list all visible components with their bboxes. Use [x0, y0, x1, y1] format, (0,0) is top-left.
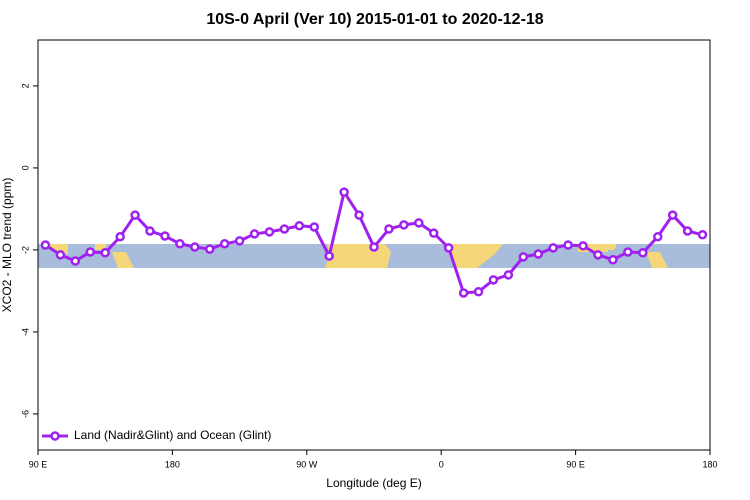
point	[682, 226, 693, 236]
point	[578, 241, 588, 251]
point	[593, 250, 603, 260]
point	[309, 222, 320, 232]
x-tick-label: 180	[702, 459, 717, 469]
point	[354, 210, 364, 220]
point	[219, 239, 230, 249]
point	[264, 227, 275, 237]
y-tick-label: 2	[20, 83, 30, 88]
x-axis-label: Longitude (deg E)	[326, 476, 421, 490]
point	[40, 240, 51, 250]
point	[638, 248, 648, 258]
point	[130, 210, 140, 220]
point	[324, 251, 334, 261]
point	[667, 210, 678, 220]
point	[488, 275, 499, 285]
point	[294, 220, 305, 231]
point	[458, 288, 469, 298]
point	[652, 232, 663, 242]
point	[115, 232, 125, 242]
point	[548, 243, 558, 253]
point	[443, 243, 454, 253]
point	[145, 226, 155, 236]
point	[697, 230, 708, 240]
point	[100, 248, 110, 258]
point	[339, 187, 349, 197]
point	[160, 231, 170, 241]
point	[518, 252, 529, 262]
point	[249, 229, 260, 239]
x-tick-label: 90 W	[296, 459, 318, 469]
chart-title: 10S-0 April (Ver 10) 2015-01-01 to 2020-…	[206, 11, 543, 28]
point	[204, 244, 215, 254]
land	[448, 244, 503, 268]
point	[428, 228, 439, 238]
x-tick-label: 90 E	[29, 459, 48, 469]
x-tick-label: 180	[165, 459, 180, 469]
point	[55, 250, 66, 260]
point	[234, 236, 245, 246]
y-tick-label: -4	[20, 328, 30, 336]
point	[175, 239, 185, 249]
point	[503, 270, 514, 280]
point	[190, 242, 200, 252]
point	[279, 224, 290, 234]
point	[399, 220, 409, 230]
point	[563, 240, 573, 250]
land	[578, 244, 668, 268]
y-axis-label: XCO2 - MLO trend (ppm)	[0, 178, 14, 313]
legend-marker	[50, 431, 60, 441]
point	[369, 242, 379, 252]
point	[623, 247, 633, 257]
point	[533, 249, 544, 259]
point	[608, 255, 618, 265]
x-tick-label: 90 E	[566, 459, 585, 469]
legend-label: Land (Nadir&Glint) and Ocean (Glint)	[74, 428, 271, 442]
point	[85, 247, 96, 257]
point	[414, 218, 424, 228]
point	[70, 256, 81, 266]
point	[384, 224, 394, 234]
land	[50, 244, 134, 268]
land	[325, 244, 391, 268]
plot-frame	[37, 39, 711, 451]
x-tick-label: 0	[439, 459, 444, 469]
y-tick-label: -6	[20, 410, 30, 418]
y-tick-label: 0	[20, 165, 30, 170]
point	[473, 286, 484, 297]
y-tick-label: -2	[20, 246, 30, 254]
